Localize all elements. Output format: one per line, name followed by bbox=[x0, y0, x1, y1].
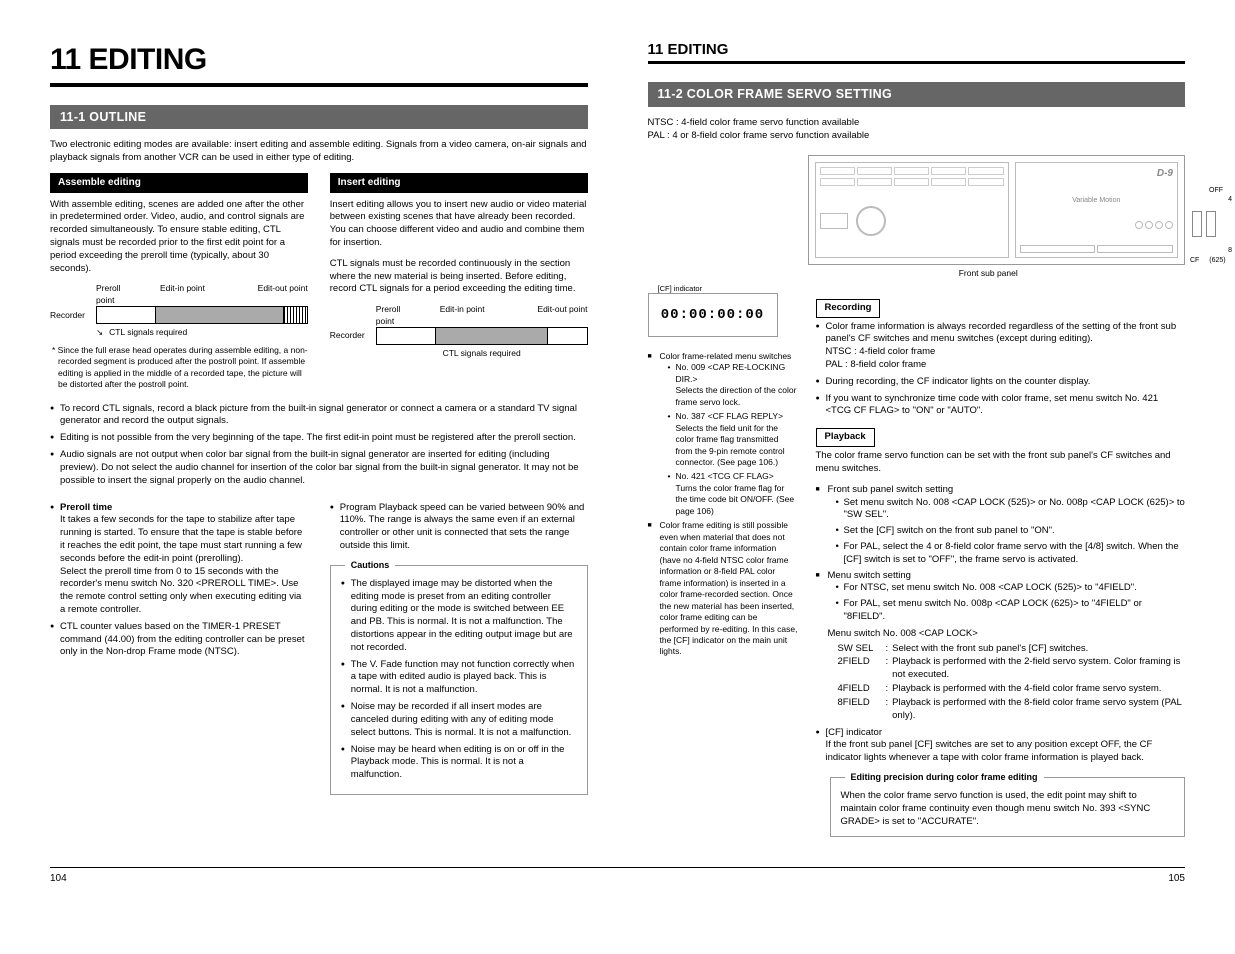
page-no-right: 105 bbox=[1168, 872, 1185, 886]
ms3-d: Turns the color frame flag for the time … bbox=[676, 483, 795, 516]
assemble-footnote: * Since the full erase head operates dur… bbox=[50, 345, 308, 391]
insert-p2: CTL signals must be recorded continuousl… bbox=[330, 258, 588, 296]
cf-head: [CF] indicator bbox=[826, 727, 883, 738]
wb-0: To record CTL signals, record a black pi… bbox=[50, 403, 588, 429]
device-illustration: D-9 Variable Motion Front sub panel bbox=[808, 155, 1186, 265]
cf-wide-col: Recording Color frame information is alw… bbox=[816, 293, 1186, 838]
page-left: 11 EDITING 11-1 OUTLINE Two electronic e… bbox=[50, 40, 588, 837]
insert-heading: Insert editing bbox=[330, 173, 588, 193]
ntsc-line: NTSC : 4-field color frame servo functio… bbox=[648, 117, 1186, 130]
tc-display: 00:00:00:00 bbox=[648, 293, 778, 337]
insert-timeline: Preroll point Edit-in point Edit-out poi… bbox=[330, 304, 588, 359]
wide-bullets: To record CTL signals, record a black pi… bbox=[50, 403, 588, 488]
insert-col: Insert editing Insert editing allows you… bbox=[330, 173, 588, 391]
precision-body: When the color frame servo function is u… bbox=[841, 790, 1175, 828]
tl-editin: Edit-in point bbox=[160, 283, 205, 306]
ms-tail: Color frame editing is still possible ev… bbox=[648, 520, 798, 658]
intro-text: Two electronic editing modes are availab… bbox=[50, 139, 588, 165]
c1: The V. Fade function may not function co… bbox=[341, 659, 577, 697]
switch-art: OFF 4 8 CF (625) bbox=[1190, 186, 1235, 241]
section-11-1: 11-1 OUTLINE bbox=[50, 105, 588, 130]
wb-2: Audio signals are not output when color … bbox=[50, 449, 588, 487]
chapter-title-r: 11 EDITING bbox=[648, 40, 1186, 60]
d-8f: Playback is performed with the 8-field c… bbox=[892, 697, 1185, 723]
insert-p1: Insert editing allows you to insert new … bbox=[330, 199, 588, 250]
ms3-t: No. 421 <TCG CF FLAG> bbox=[676, 471, 774, 481]
d-swsel: Select with the front sub panel's [CF] s… bbox=[892, 643, 1088, 656]
ms-lead: Color frame-related menu switches bbox=[660, 351, 792, 361]
cf-narrow-col: [CF] indicator 00:00:00:00 Color frame-r… bbox=[648, 293, 798, 838]
section-11-2: 11-2 COLOR FRAME SERVO SETTING bbox=[648, 82, 1186, 107]
pb-lead: The color frame servo function can be se… bbox=[816, 450, 1186, 476]
tl-editout-i: Edit-out point bbox=[537, 304, 587, 327]
wb-1: Editing is not possible from the very be… bbox=[50, 432, 588, 445]
tl-preroll: Preroll point bbox=[96, 283, 124, 306]
cf-body: If the front sub panel [CF] switches are… bbox=[826, 739, 1153, 763]
tl-recorder: Recorder bbox=[50, 306, 96, 324]
tl-ctl: CTL signals required bbox=[109, 327, 187, 337]
pb-front-head: Front sub panel switch setting bbox=[828, 484, 954, 495]
ms1-t: No. 009 <CAP RE-LOCKING DIR.> bbox=[676, 362, 786, 383]
tl-preroll-i: Preroll point bbox=[376, 304, 404, 327]
cautions-legend: Cautions bbox=[345, 559, 396, 571]
tl-editin-i: Edit-in point bbox=[440, 304, 485, 327]
ms-pal: For PAL, set menu switch No. 008p <CAP L… bbox=[836, 598, 1186, 624]
precision-legend: Editing precision during color frame edi… bbox=[845, 771, 1044, 783]
page-footer: 104 105 bbox=[50, 867, 1185, 886]
preroll-head: Preroll time bbox=[60, 502, 112, 513]
fs3: For PAL, select the 4 or 8-field color f… bbox=[844, 541, 1179, 565]
preroll-ctl: CTL counter values based on the TIMER-1 … bbox=[50, 621, 308, 659]
assemble-timeline: Preroll point Edit-in point Edit-out poi… bbox=[50, 283, 308, 338]
ms2-t: No. 387 <CF FLAG REPLY> bbox=[676, 411, 784, 421]
ms1-d: Selects the direction of the color frame… bbox=[676, 385, 797, 406]
front-sub-label: Front sub panel bbox=[959, 268, 1018, 279]
assemble-heading: Assemble editing bbox=[50, 173, 308, 193]
chapter-title: 11 EDITING bbox=[50, 40, 588, 81]
rule-r bbox=[648, 61, 1186, 64]
d-2f: Playback is performed with the 2-field s… bbox=[892, 656, 1185, 682]
playback-head: Playback bbox=[816, 428, 875, 447]
page-no-left: 104 bbox=[50, 872, 67, 886]
tl-recorder-i: Recorder bbox=[330, 327, 376, 345]
rec-b1: Color frame information is always record… bbox=[826, 321, 1177, 345]
ms2-d: Selects the field unit for the color fra… bbox=[676, 423, 785, 467]
recording-head: Recording bbox=[816, 299, 881, 318]
fs2: Set the [CF] switch on the front sub pan… bbox=[836, 525, 1186, 538]
preroll-col: Preroll time It takes a few seconds for … bbox=[50, 502, 308, 795]
tl-ctl-i: CTL signals required bbox=[443, 348, 521, 358]
rec-b3: If you want to synchronize time code wit… bbox=[816, 393, 1186, 419]
d-4f: Playback is performed with the 4-field c… bbox=[892, 683, 1161, 696]
c0: The displayed image may be distorted whe… bbox=[341, 578, 577, 655]
program-speed: Program Playback speed can be varied bet… bbox=[330, 502, 588, 553]
assemble-col: Assemble editing With assemble editing, … bbox=[50, 173, 308, 391]
right-lower-col: Program Playback speed can be varied bet… bbox=[330, 502, 588, 795]
c3: Noise may be heard when editing is on or… bbox=[341, 744, 577, 782]
cautions-box: Cautions The displayed image may be dist… bbox=[330, 565, 588, 795]
ms-ntsc: For NTSC, set menu switch No. 008 <CAP L… bbox=[836, 582, 1186, 595]
rec-pal: PAL : 8-field color frame bbox=[826, 359, 927, 370]
pal-line: PAL : 4 or 8-field color frame servo fun… bbox=[648, 130, 1186, 143]
c2: Noise may be recorded if all insert mode… bbox=[341, 701, 577, 739]
rule bbox=[50, 83, 588, 87]
ms-title: Menu switch No. 008 <CAP LOCK> bbox=[828, 628, 1186, 641]
preroll-p2: Select the preroll time from 0 to 15 sec… bbox=[60, 566, 301, 615]
pb-menu-head: Menu switch setting bbox=[828, 570, 911, 581]
precision-box: Editing precision during color frame edi… bbox=[830, 777, 1186, 837]
rec-ntsc: NTSC : 4-field color frame bbox=[826, 346, 936, 357]
preroll-p1: It takes a few seconds for the tape to s… bbox=[60, 514, 302, 563]
page-right: 11 EDITING 11-2 COLOR FRAME SERVO SETTIN… bbox=[648, 40, 1186, 837]
fs1: Set menu switch No. 008 <CAP LOCK (525)>… bbox=[836, 497, 1186, 523]
rec-b2: During recording, the CF indicator light… bbox=[816, 376, 1186, 389]
assemble-body: With assemble editing, scenes are added … bbox=[50, 199, 308, 276]
tl-editout: Edit-out point bbox=[258, 283, 308, 306]
